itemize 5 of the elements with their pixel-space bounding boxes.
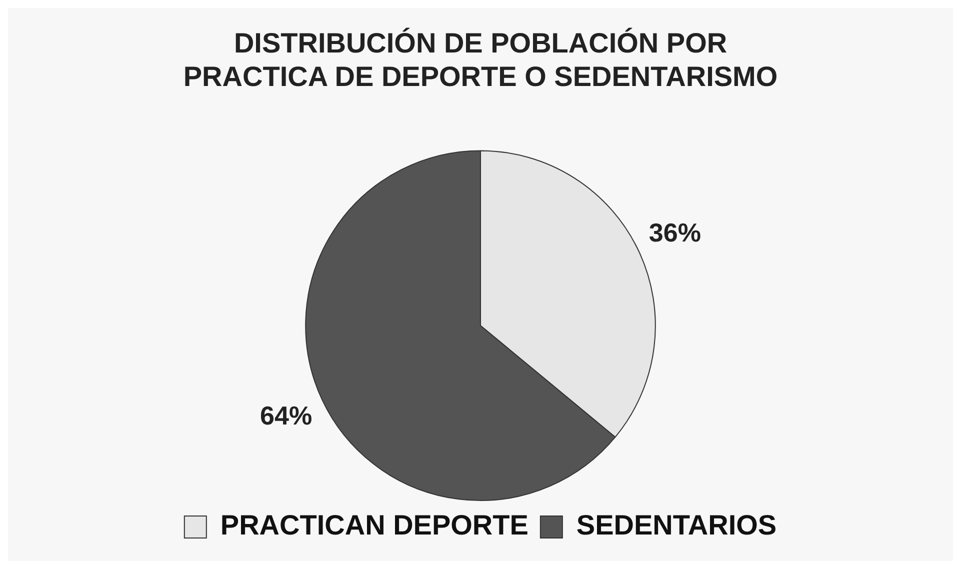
chart-title: DISTRIBUCIÓN DE POBLACIÓN POR PRACTICA DE DEPORTE O SEDENTARISMO (183, 28, 778, 92)
legend-label: SEDENTARIOS (576, 510, 777, 541)
data-label: 36% (648, 217, 701, 248)
legend-label: PRACTICAN DEPORTE (220, 510, 528, 541)
data-label: 64% (260, 400, 312, 430)
